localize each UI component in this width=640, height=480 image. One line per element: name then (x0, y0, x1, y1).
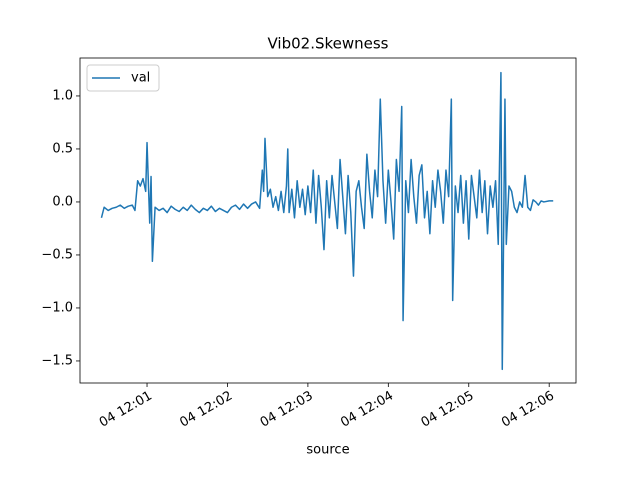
y-tick-label: 0.0 (52, 194, 73, 209)
data-line (100, 71, 554, 371)
x-tick-label: 04 12:02 (177, 389, 235, 431)
legend-box (86, 64, 160, 92)
legend-label: val (131, 71, 150, 86)
y-tick-label: 0.5 (52, 141, 73, 156)
x-tick-label: 04 12:04 (338, 389, 396, 431)
x-tick-label: 04 12:03 (258, 389, 316, 431)
x-tick-label: 04 12:06 (499, 389, 557, 431)
x-axis-label: source (306, 443, 349, 458)
x-tick-label: 04 12:01 (97, 389, 155, 431)
chart-title: Vib02.Skewness (267, 35, 388, 53)
y-tick-label: −1.5 (41, 353, 73, 368)
y-tick-label: 1.0 (52, 88, 73, 103)
x-tick-label: 04 12:05 (419, 389, 477, 431)
y-tick-label: −1.0 (41, 300, 73, 315)
y-tick-label: −0.5 (41, 247, 73, 262)
plot-frame (79, 57, 577, 384)
